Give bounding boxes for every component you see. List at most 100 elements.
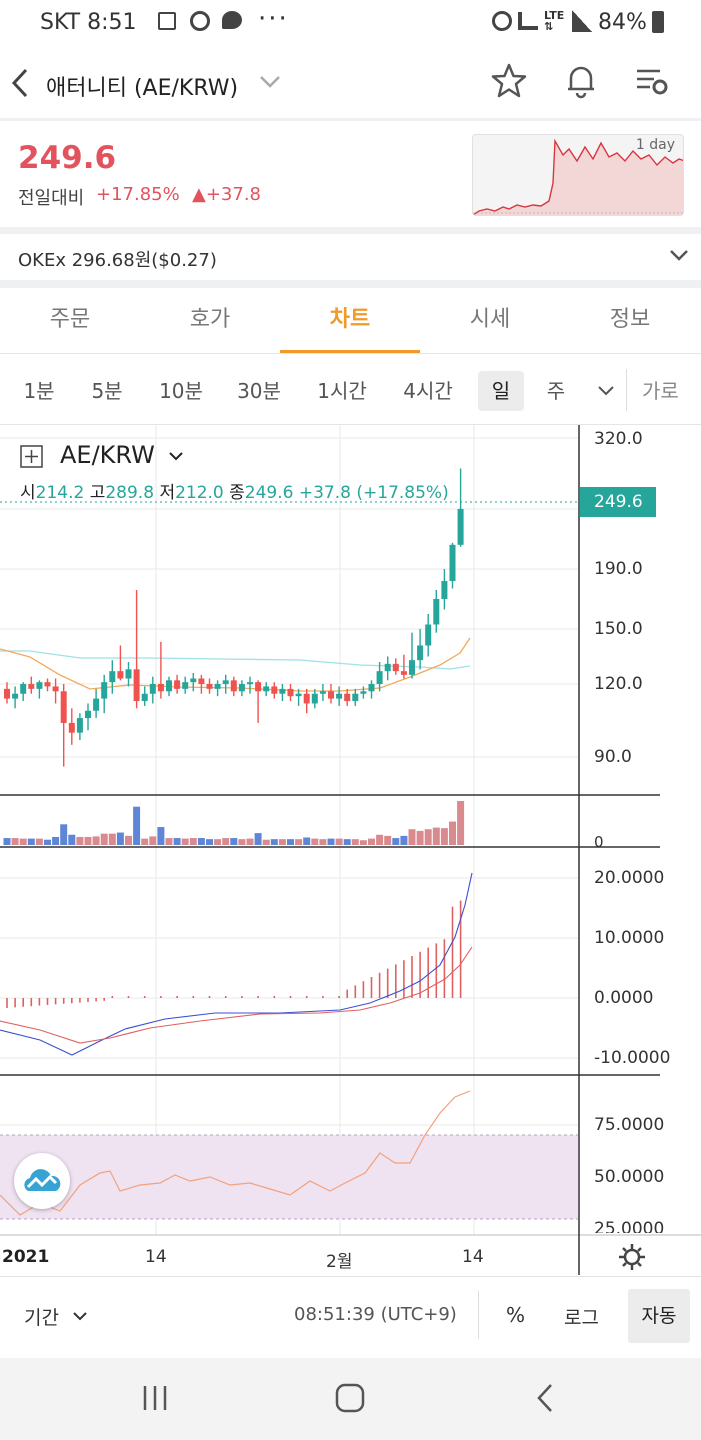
candle-body xyxy=(60,691,67,723)
price-chart-area[interactable]: 320.0 190.0 150.0 120.0 90.0 249.6 0 20.… xyxy=(0,425,701,1275)
candle-body xyxy=(238,684,245,692)
exchange-price-row[interactable]: OKEx 296.68원($0.27) xyxy=(0,234,701,280)
interval-week[interactable]: 주 xyxy=(546,379,566,403)
volume-bar xyxy=(173,838,181,845)
add-indicator-icon[interactable] xyxy=(20,445,44,469)
low-value: 212.0 xyxy=(175,483,224,503)
candle-body xyxy=(109,671,116,683)
volume-bar xyxy=(35,838,43,845)
volume-bar xyxy=(376,834,384,845)
macd-histogram xyxy=(6,900,462,1008)
lte-icon: LTE ⇅ xyxy=(544,9,565,33)
volume-bar xyxy=(335,838,343,845)
candle-body xyxy=(336,693,343,699)
candle-body xyxy=(198,678,205,684)
candle-body xyxy=(368,684,375,692)
home-icon[interactable] xyxy=(334,1382,366,1414)
candle-body xyxy=(457,508,464,545)
tab-info[interactable]: 정보 xyxy=(609,307,651,332)
chart-bottom-bar: 기간 08:51:39 (UTC+9) % 로그 자동 xyxy=(0,1276,701,1352)
volume-bar xyxy=(181,838,189,845)
interval-1h[interactable]: 1시간 xyxy=(317,379,367,403)
interval-5m[interactable]: 5분 xyxy=(91,379,123,403)
candle-body xyxy=(360,691,367,694)
landscape-toggle[interactable]: 가로 xyxy=(642,379,679,403)
candle-body xyxy=(125,669,132,679)
chevron-down-icon[interactable] xyxy=(596,385,616,399)
volume-bar xyxy=(262,839,270,845)
candle-body xyxy=(174,680,181,689)
volume-bar xyxy=(27,838,35,845)
candle-body xyxy=(247,682,253,685)
log-scale-button[interactable]: 로그 xyxy=(564,1307,599,1329)
more-notifications-icon: ··· xyxy=(258,4,289,34)
macd-signal-line xyxy=(0,946,473,1044)
star-favorite-icon[interactable] xyxy=(490,62,528,100)
price-tick: 190.0 xyxy=(594,559,643,579)
candle-body xyxy=(392,663,399,672)
volume-bar xyxy=(295,839,303,845)
open-value: 214.2 xyxy=(35,483,85,503)
open-label: 시 xyxy=(20,483,36,503)
page-title[interactable]: 애터니티 (AE/KRW) xyxy=(46,76,239,101)
chart-time: 08:51:39 (UTC+9) xyxy=(294,1304,457,1325)
interval-4h[interactable]: 4시간 xyxy=(403,379,453,403)
candle-body xyxy=(76,718,83,733)
chevron-down-icon[interactable] xyxy=(258,74,282,90)
low-label: 저 xyxy=(159,483,176,503)
interval-10m[interactable]: 10분 xyxy=(159,379,203,403)
tab-chart[interactable]: 차트 xyxy=(329,307,371,332)
settings-list-icon[interactable] xyxy=(634,66,670,98)
high-value: 289.8 xyxy=(105,483,155,503)
volume-bar xyxy=(100,833,108,845)
volume-bar xyxy=(408,829,416,845)
sparkline-period: 1 day xyxy=(635,137,675,153)
chevron-down-icon[interactable] xyxy=(168,451,184,463)
volume-bar xyxy=(457,801,465,845)
volume-bar xyxy=(92,836,100,845)
tab-market-price[interactable]: 시세 xyxy=(469,307,511,332)
auto-scale-button[interactable]: 자동 xyxy=(628,1289,690,1343)
volume-bar xyxy=(116,832,124,845)
status-bar: SKT 8:51 ··· LTE ⇅ 84% xyxy=(0,0,701,46)
tab-orderbook[interactable]: 호가 xyxy=(189,307,231,332)
percent-scale-button[interactable]: % xyxy=(506,1303,526,1327)
chevron-down-icon[interactable] xyxy=(72,1311,88,1323)
volume-bar xyxy=(351,839,359,845)
sparkline-chart[interactable]: 1 day xyxy=(472,134,684,216)
volume-bar xyxy=(84,836,92,845)
chart-symbol[interactable]: AE/KRW xyxy=(60,441,155,469)
back-arrow-icon[interactable] xyxy=(8,66,32,100)
main-tabs: 주문 호가 차트 시세 정보 xyxy=(0,288,701,354)
interval-1m[interactable]: 1분 xyxy=(23,379,55,403)
volume-bar xyxy=(108,833,116,845)
chevron-down-icon[interactable] xyxy=(668,248,690,264)
chrome-icon xyxy=(190,11,210,31)
candle-body xyxy=(279,688,286,694)
volume-bar xyxy=(270,839,278,845)
chart-settings-gear-icon[interactable] xyxy=(618,1243,646,1271)
bell-alarm-icon[interactable] xyxy=(564,62,598,100)
candle-body xyxy=(287,688,294,697)
macd-tick: 0.0000 xyxy=(594,988,654,1008)
tradingview-logo[interactable] xyxy=(14,1153,70,1209)
period-button[interactable]: 기간 xyxy=(24,1307,59,1329)
interval-30m[interactable]: 30분 xyxy=(237,379,281,403)
volume-bar xyxy=(368,838,375,845)
candle-body xyxy=(85,710,91,719)
last-price-tag: 249.6 xyxy=(580,487,656,517)
interval-day[interactable]: 일 xyxy=(478,371,524,411)
volume-bar xyxy=(141,838,149,845)
interval-toolbar: 1분 5분 10분 30분 1시간 4시간 일 주 가로 xyxy=(0,355,701,425)
candle-body xyxy=(141,693,148,702)
tab-order[interactable]: 주문 xyxy=(49,307,91,332)
volume-bar xyxy=(165,838,173,845)
recent-apps-icon[interactable] xyxy=(140,1384,170,1412)
volume-bar xyxy=(392,838,400,845)
back-icon[interactable] xyxy=(534,1382,556,1414)
volume-bar xyxy=(359,840,367,845)
volume-bar xyxy=(68,834,76,845)
volume-bar xyxy=(424,829,432,845)
candlestick-chart[interactable] xyxy=(0,425,701,1275)
volume-bar xyxy=(416,830,424,845)
